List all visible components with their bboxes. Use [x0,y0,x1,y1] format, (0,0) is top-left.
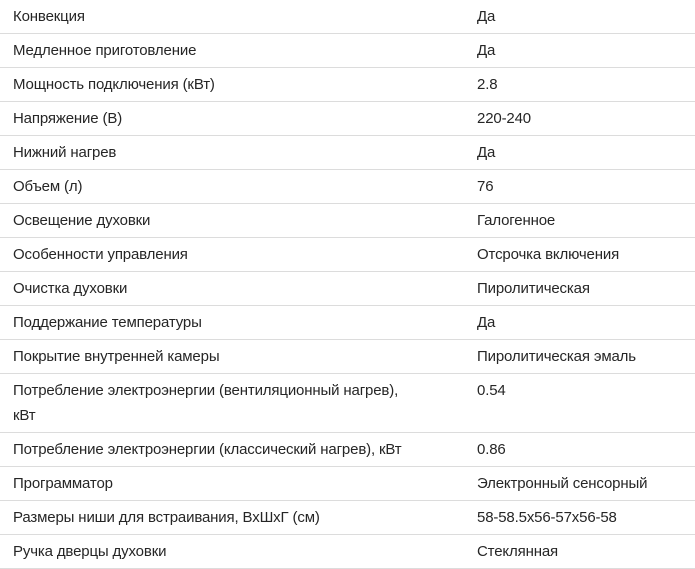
spec-label: Нижний нагрев [13,144,117,161]
spec-label: Потребление электроэнергии (классический… [13,441,402,458]
spec-label: Покрытие внутренней камеры [13,348,220,365]
spec-value: 0.54 [477,382,506,399]
spec-label: Программатор [13,475,113,492]
spec-row-volume: Объем (л) 76 [0,170,695,204]
spec-row-control-features: Особенности управления Отсрочка включени… [0,238,695,272]
spec-value: Пиролитическая [477,280,590,297]
spec-value: 0.86 [477,441,506,458]
spec-value: 76 [477,178,494,195]
spec-value: 58-58.5х56-57х56-58 [477,509,617,526]
spec-value: Да [477,314,496,331]
spec-row-convection: Конвекция Да [0,0,695,34]
spec-value: 220-240 [477,110,531,127]
spec-value: Галогенное [477,212,556,229]
spec-label: Очистка духовки [13,280,128,297]
spec-row-inner-chamber-coating: Покрытие внутренней камеры Пиролитическа… [0,340,695,374]
spec-label: Поддержание температуры [13,314,202,331]
spec-row-oven-door-handle: Ручка дверцы духовки Стеклянная [0,535,695,569]
spec-row-niche-dimensions: Размеры ниши для встраивания, ВхШхГ (см)… [0,501,695,535]
spec-row-energy-consumption-classic: Потребление электроэнергии (классический… [0,433,695,467]
spec-value: Да [477,8,496,25]
spec-row-temperature-maintenance: Поддержание температуры Да [0,306,695,340]
spec-label: Объем (л) [13,178,83,195]
spec-row-programmer: Программатор Электронный сенсорный [0,467,695,501]
spec-row-voltage: Напряжение (В) 220-240 [0,102,695,136]
spec-row-oven-lighting: Освещение духовки Галогенное [0,204,695,238]
spec-label: Мощность подключения (кВт) [13,76,215,93]
spec-value: Отсрочка включения [477,246,620,263]
spec-value: 2.8 [477,76,498,93]
spec-label: Ручка дверцы духовки [13,543,167,560]
spec-label: Медленное приготовление [13,42,197,59]
spec-value: Да [477,42,496,59]
spec-value: Пиролитическая эмаль [477,348,636,365]
spec-row-slow-cooking: Медленное приготовление Да [0,34,695,68]
spec-value: Стеклянная [477,543,559,560]
spec-label: Конвекция [13,8,85,25]
spec-value: Да [477,144,496,161]
spec-row-lower-heat: Нижний нагрев Да [0,136,695,170]
spec-label: Напряжение (В) [13,110,123,127]
spec-row-energy-consumption-fan: Потребление электроэнергии (вентиляционн… [0,374,695,433]
spec-label: Размеры ниши для встраивания, ВхШхГ (см) [13,509,320,526]
spec-value: Электронный сенсорный [477,475,648,492]
spec-label: Освещение духовки [13,212,151,229]
spec-label: Потребление электроэнергии (вентиляционн… [13,382,399,424]
spec-row-connection-power: Мощность подключения (кВт) 2.8 [0,68,695,102]
spec-row-oven-cleaning: Очистка духовки Пиролитическая [0,272,695,306]
spec-label: Особенности управления [13,246,188,263]
